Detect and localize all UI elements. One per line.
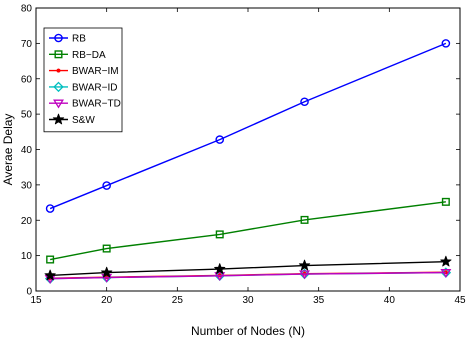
axes: 15 20 25 30 35 40 45 0 10 20 30 40 50 60 70 80 xyxy=(21,4,466,307)
x-tick-label: 45 xyxy=(454,295,466,306)
data-point xyxy=(214,263,226,274)
legend-label: BWAR−ID xyxy=(72,82,117,93)
legend-label: BWAR−IM xyxy=(72,66,119,77)
data-point xyxy=(300,215,309,224)
y-axis-title: Averae Delay xyxy=(1,114,15,186)
data-point xyxy=(440,268,452,278)
data-point xyxy=(298,259,311,271)
y-tick-label: 70 xyxy=(21,39,33,50)
x-axis-title: Number of Nodes (N) xyxy=(191,324,305,338)
data-point xyxy=(101,266,113,278)
x-tick-label: 30 xyxy=(242,295,254,306)
y-tick-label: 40 xyxy=(21,145,33,156)
data-point xyxy=(44,269,56,281)
y-tick-label: 50 xyxy=(21,110,33,121)
y-tick-label: 10 xyxy=(21,251,33,262)
x-tick-label: 40 xyxy=(384,295,396,306)
data-point xyxy=(215,135,225,144)
series-line xyxy=(49,42,447,210)
data-point xyxy=(441,39,451,48)
data-point xyxy=(299,270,310,280)
legend-marker xyxy=(54,33,63,43)
legend-marker xyxy=(54,50,63,59)
legend-marker xyxy=(52,113,65,125)
data-point xyxy=(102,244,111,253)
data-point xyxy=(441,197,450,206)
x-tick-label: 35 xyxy=(313,295,325,306)
data-point xyxy=(102,181,111,190)
legend-label: S&W xyxy=(72,115,95,126)
legend-label: RB−DA xyxy=(72,50,106,61)
data-point xyxy=(215,230,224,239)
data-point xyxy=(440,255,452,267)
x-tick-label: 15 xyxy=(30,295,42,306)
x-tick-label: 20 xyxy=(101,295,113,306)
legend-marker xyxy=(56,68,61,73)
legend-label: RB xyxy=(72,34,86,45)
y-tick-label: 60 xyxy=(21,74,33,85)
data-point xyxy=(300,97,309,107)
y-tick-label: 30 xyxy=(21,180,33,191)
y-tick-label: 20 xyxy=(21,216,33,227)
legend-label: BWAR−TD xyxy=(72,99,121,110)
plot-area xyxy=(44,39,452,284)
data-point xyxy=(214,272,226,282)
series-line xyxy=(50,271,446,280)
legend: RB RB−DA BWAR−IM BWAR−ID BWAR−TD S&W xyxy=(43,27,123,133)
legend-box xyxy=(43,27,123,133)
y-tick-label: 80 xyxy=(21,4,33,15)
data-point xyxy=(46,255,55,264)
series-line xyxy=(49,201,446,261)
legend-marker xyxy=(53,81,64,93)
legend-marker xyxy=(53,99,64,109)
x-tick-label: 25 xyxy=(172,295,184,306)
data-point xyxy=(45,204,55,213)
y-tick-label: 0 xyxy=(26,287,32,298)
